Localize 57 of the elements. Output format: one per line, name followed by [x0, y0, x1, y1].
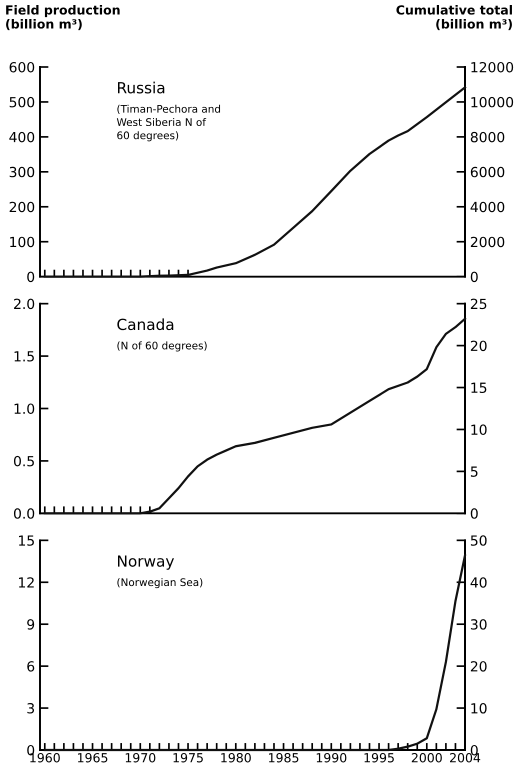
text: Norway: [118, 555, 174, 570]
y-tick-label: 100: [10, 236, 34, 248]
y2-tick-label: 0: [470, 508, 478, 519]
text: (N of 60 degrees): [117, 341, 207, 352]
y2-tick-label: 10000: [471, 96, 514, 108]
y-tick-label: 200: [10, 202, 34, 212]
y2-tick-label: 8000: [470, 132, 504, 142]
text: Canada: [117, 318, 174, 330]
y2-tick-label: 20: [470, 340, 487, 352]
y2-tick-label: 6000: [470, 166, 504, 178]
y-tick-label: 15: [18, 535, 34, 546]
y-tick-label: 3: [27, 703, 34, 714]
y2-tick-label: 5: [470, 466, 478, 477]
y-tick-label: 2.0: [14, 298, 34, 310]
y-tick-label: 12: [18, 577, 34, 588]
y2-tick-label: 4000: [470, 202, 504, 212]
line-series: [44, 554, 466, 752]
y2-tick-label: 12000: [471, 62, 514, 72]
text: (Norwegian Sea): [117, 578, 202, 588]
y-tick-label: 0: [27, 272, 34, 282]
x-tick-label: 1975: [174, 753, 203, 762]
y-tick-label: 1.0: [14, 403, 34, 414]
x-tick-label: 1965: [78, 753, 108, 762]
x-tick-label: 2000: [412, 753, 442, 762]
y-tick-label: 1.5: [14, 351, 34, 362]
y-tick-label: 400: [9, 132, 34, 142]
text: Russia: [118, 82, 164, 94]
y-tick-label: 500: [10, 96, 34, 108]
y2-axis-title: Cumulative total (billion m³): [396, 5, 512, 30]
x-tick-label: 1960: [30, 753, 60, 762]
y-tick-label: 9: [27, 619, 34, 630]
x-tick-label: 1985: [269, 753, 298, 762]
y-axis-title: Field production (billion m³): [6, 5, 120, 30]
x-tick-label: 1980: [221, 753, 251, 762]
y2-tick-label: 20: [470, 661, 487, 672]
y-tick-label: 0.5: [14, 456, 34, 466]
y2-tick-label: 10: [471, 703, 487, 714]
y2-tick-label: 0: [470, 272, 478, 282]
y2-tick-label: 10: [471, 424, 487, 435]
y2-tick-label: 30: [470, 619, 487, 630]
x-tick-label: 1990: [316, 753, 346, 762]
text: (Timan-Pechora and West Siberia N of 60 degrees): [116, 104, 220, 142]
x-tick-label: 1970: [126, 753, 156, 762]
y2-tick-label: 40: [470, 577, 487, 588]
x-tick-label: 1995: [364, 753, 394, 762]
y2-tick-label: 2000: [470, 236, 504, 248]
y2-tick-label: 15: [471, 382, 486, 394]
y2-tick-label: 0: [470, 744, 478, 756]
y-tick-label: 600: [10, 62, 34, 72]
y-tick-label: 6: [27, 661, 34, 672]
y-tick-label: 300: [10, 166, 34, 178]
y-tick-label: 0: [27, 744, 34, 756]
y2-tick-label: 50: [470, 535, 487, 546]
y2-tick-label: 25: [470, 298, 486, 310]
x-tick-label: 2004: [450, 753, 480, 762]
line-series: [44, 318, 466, 514]
y-tick-label: 0.0: [14, 508, 34, 519]
